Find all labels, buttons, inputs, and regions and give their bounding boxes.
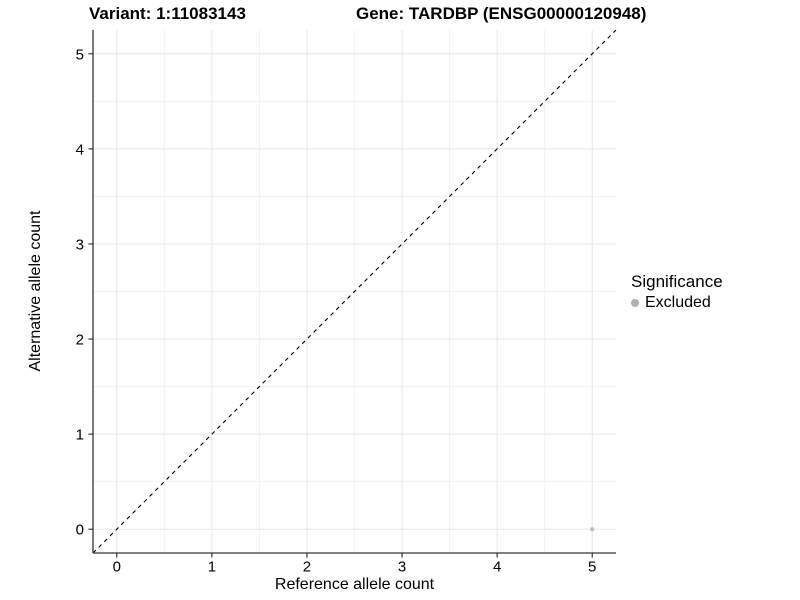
y-tick-label: 1 <box>76 427 84 444</box>
x-tick-label: 1 <box>208 559 216 576</box>
plot-title-gene: Gene: TARDBP (ENSG00000120948) <box>356 4 647 23</box>
y-tick-label: 2 <box>76 332 84 349</box>
x-tick-label: 2 <box>303 559 311 576</box>
y-tick-label: 3 <box>76 236 84 253</box>
excluded-point-icon <box>631 298 639 307</box>
legend-item-label: Excluded <box>645 294 711 311</box>
y-tick-label: 0 <box>76 522 84 539</box>
identity-line <box>92 29 617 554</box>
x-tick-label: 0 <box>113 559 121 576</box>
x-tick-label: 5 <box>588 559 596 576</box>
plot-title-variant: Variant: 1:11083143 <box>89 4 246 23</box>
legend-title: Significance <box>631 272 723 291</box>
y-axis-title: Alternative allele count <box>27 210 44 372</box>
x-tick-label: 3 <box>398 559 406 576</box>
x-tick-label: 4 <box>493 559 501 576</box>
legend: Significance Excluded <box>631 272 723 312</box>
y-tick-label: 5 <box>76 46 84 63</box>
y-tick-label: 4 <box>76 141 84 158</box>
x-axis-title: Reference allele count <box>274 576 435 593</box>
data-point <box>590 527 595 532</box>
legend-item-excluded: Excluded <box>631 293 723 312</box>
